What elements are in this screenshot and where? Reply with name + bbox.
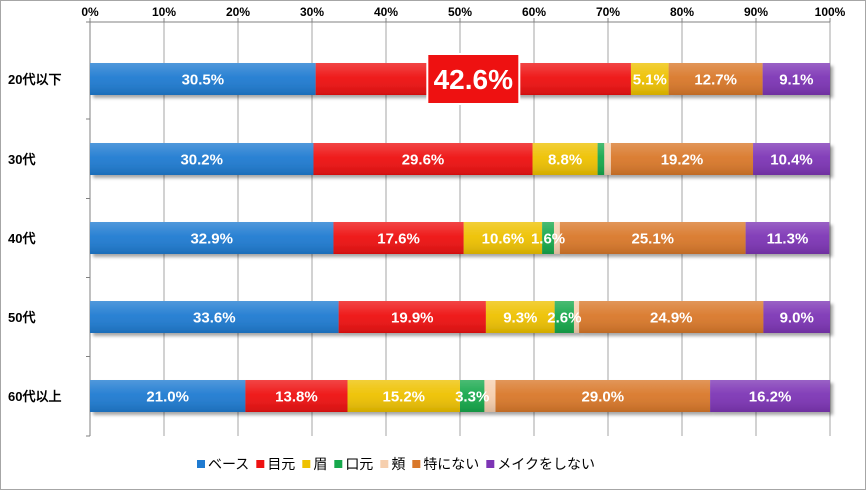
x-tick-label: 100% bbox=[815, 5, 846, 19]
legend-entry-label: 目元 bbox=[267, 457, 295, 473]
legend-entry-label: メイクをしない bbox=[497, 457, 595, 473]
data-label: 5.1% bbox=[633, 72, 667, 89]
data-label: 3.3% bbox=[455, 389, 489, 406]
bar-segment-gloss bbox=[532, 143, 598, 175]
bar-segment-gloss bbox=[333, 222, 464, 254]
data-label: 9.1% bbox=[779, 72, 813, 89]
legend-entry-label: 眉 bbox=[313, 457, 327, 473]
data-label: 10.4% bbox=[770, 152, 813, 169]
x-tick-label: 10% bbox=[152, 5, 176, 19]
category-label: 50代 bbox=[8, 310, 35, 325]
data-label: 9.3% bbox=[503, 310, 537, 327]
data-label: 17.6% bbox=[377, 231, 420, 248]
data-label: 24.9% bbox=[650, 310, 693, 327]
bar-segment-gloss bbox=[763, 301, 830, 333]
category-label: 30代 bbox=[8, 152, 35, 167]
highlight-callout-box bbox=[426, 53, 521, 105]
bar-segment-gloss bbox=[745, 222, 830, 254]
data-label: 19.2% bbox=[661, 152, 704, 169]
bar-segment-gloss bbox=[90, 143, 314, 175]
data-label: 29.6% bbox=[402, 152, 445, 169]
legend-swatch bbox=[197, 460, 205, 468]
x-tick-label: 60% bbox=[522, 5, 546, 19]
category-label: 20代以下 bbox=[8, 72, 61, 87]
bar-row bbox=[90, 380, 830, 412]
data-label: 10.6% bbox=[482, 231, 525, 248]
x-tick-label: 40% bbox=[374, 5, 398, 19]
bar-segment-gloss bbox=[762, 63, 830, 95]
bar-segment-gloss bbox=[90, 63, 316, 95]
legend: ベース 目元 眉 口元 頬 特にない メイクをしない bbox=[197, 457, 595, 473]
x-tick-label: 80% bbox=[670, 5, 694, 19]
bar-segment-gloss bbox=[460, 380, 485, 412]
bar-segment-gloss bbox=[347, 380, 460, 412]
legend-entry-label: 特にない bbox=[423, 457, 479, 473]
bar-segment-gloss bbox=[484, 380, 496, 412]
data-label: 30.5% bbox=[182, 72, 225, 89]
data-label: 1.6% bbox=[531, 231, 565, 248]
bar-row bbox=[90, 301, 830, 333]
legend-swatch bbox=[256, 460, 265, 468]
bar-row bbox=[90, 222, 830, 254]
labels-layer: 20代以下 30代 40代 50代 60代以上 30.5% 5.1% 12.7% 9.1% 30.… bbox=[8, 53, 814, 406]
bar-segment-gloss bbox=[463, 222, 543, 254]
data-label: 12.7% bbox=[694, 72, 737, 89]
category-label: 40代 bbox=[8, 231, 35, 246]
legend-swatch bbox=[334, 460, 343, 468]
bar-segment-gloss bbox=[610, 143, 754, 175]
legend-entry-label: ベース bbox=[208, 457, 249, 473]
x-tick-label: 50% bbox=[448, 5, 472, 19]
data-label: 11.3% bbox=[767, 231, 809, 248]
bar-segment-gloss bbox=[630, 63, 669, 95]
x-tick-label: 70% bbox=[596, 5, 620, 19]
bar-segment-gloss bbox=[90, 380, 246, 412]
data-label: 30.2% bbox=[180, 152, 223, 169]
bar-segment-gloss bbox=[604, 143, 611, 175]
bar-row bbox=[90, 143, 830, 175]
bar-segment-gloss bbox=[553, 222, 560, 254]
legend-swatch bbox=[486, 460, 495, 468]
bar-segment-gloss bbox=[710, 380, 830, 412]
data-label: 25.1% bbox=[631, 231, 674, 248]
x-tick-label: 90% bbox=[744, 5, 768, 19]
bar-segment-gloss bbox=[90, 301, 339, 333]
bar-segment-gloss bbox=[245, 380, 348, 412]
data-label: 9.0% bbox=[780, 310, 814, 327]
bar-segment-gloss bbox=[668, 63, 763, 95]
bar-segment-gloss bbox=[753, 143, 830, 175]
bar-segment-gloss bbox=[573, 301, 580, 333]
data-label: 2.6% bbox=[547, 310, 581, 327]
bar-segment-gloss bbox=[338, 301, 486, 333]
bar-segment-gloss bbox=[554, 301, 574, 333]
data-label: 15.2% bbox=[382, 389, 425, 406]
bar-segment-gloss bbox=[313, 143, 533, 175]
data-label: 21.0% bbox=[146, 389, 189, 406]
bar-segment-gloss bbox=[542, 222, 554, 254]
data-label: 8.8% bbox=[548, 152, 582, 169]
data-label: 33.6% bbox=[193, 310, 236, 327]
highlight-callout-label: 42.6% bbox=[434, 64, 513, 95]
bar-segment-gloss bbox=[495, 380, 711, 412]
bar-segment-gloss bbox=[597, 143, 605, 175]
bar-segment-gloss bbox=[90, 222, 334, 254]
legend-swatch bbox=[302, 460, 311, 468]
data-label: 13.8% bbox=[275, 389, 318, 406]
bar-segment-gloss bbox=[559, 222, 746, 254]
x-tick-label: 0% bbox=[81, 5, 99, 19]
legend-swatch bbox=[412, 460, 421, 468]
data-label: 32.9% bbox=[190, 231, 233, 248]
data-label: 29.0% bbox=[582, 389, 625, 406]
data-label: 16.2% bbox=[749, 389, 792, 406]
legend-entry-label: 頬 bbox=[391, 457, 405, 473]
legend-entry-label: 口元 bbox=[345, 457, 373, 473]
x-tick-label: 30% bbox=[300, 5, 324, 19]
data-label: 19.9% bbox=[391, 310, 434, 327]
legend-swatch bbox=[380, 460, 389, 468]
bar-segment-gloss bbox=[485, 301, 555, 333]
category-label: 60代以上 bbox=[8, 389, 61, 404]
x-tick-label: 20% bbox=[226, 5, 250, 19]
bar-segment-gloss bbox=[579, 301, 764, 333]
